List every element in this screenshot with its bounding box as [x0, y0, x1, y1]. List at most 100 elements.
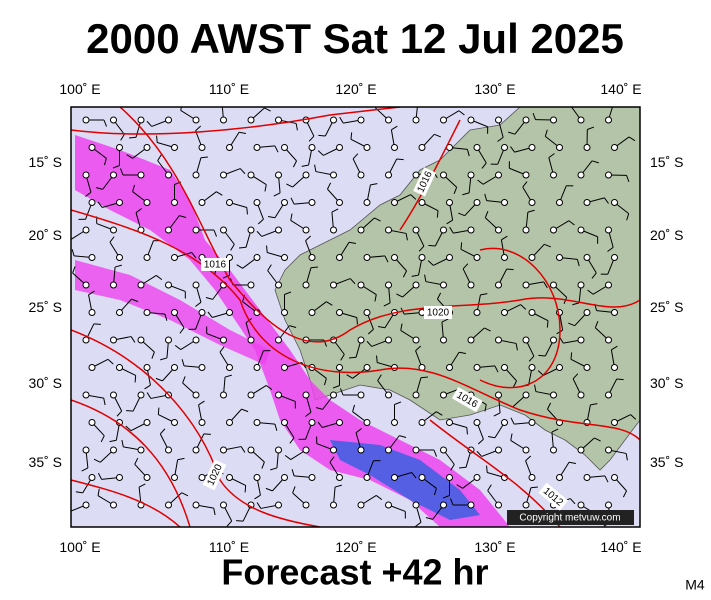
- wind-barb: [97, 472, 103, 480]
- wind-barb: [270, 467, 278, 471]
- lat-label: 35˚ S: [650, 454, 683, 470]
- map-area: Copyright metvuw.com: [71, 102, 640, 527]
- wind-barb: [467, 171, 475, 179]
- wind-barb: [82, 391, 90, 399]
- wind-barb: [339, 388, 344, 396]
- wind-barb: [226, 474, 233, 481]
- wind-barb: [171, 309, 178, 316]
- wind-barb: [363, 364, 371, 371]
- wind-barb: [295, 123, 298, 131]
- map-frame: [70, 106, 641, 528]
- wind-barb: [137, 391, 145, 399]
- wind-barb: [458, 110, 465, 116]
- wind-barb: [466, 427, 468, 435]
- wind-barb: [192, 171, 200, 179]
- wind-barb: [568, 220, 575, 226]
- wind-barb: [308, 419, 316, 426]
- lon-label: 100˚ E: [59, 81, 100, 97]
- wind-barb: [97, 488, 100, 496]
- wind-barb: [550, 446, 557, 454]
- isobar: [71, 479, 181, 527]
- wind-barb: [159, 428, 166, 435]
- wind-barb: [446, 419, 453, 426]
- wind-barb: [528, 254, 536, 261]
- wind-barb: [253, 199, 261, 206]
- wind-barb: [109, 439, 117, 443]
- wind-barb: [412, 226, 420, 234]
- wind-barb: [171, 199, 178, 206]
- wind-barb: [449, 498, 454, 506]
- lat-label: 15˚ S: [29, 154, 62, 170]
- wind-barb: [336, 364, 343, 371]
- wind-barb: [330, 116, 337, 124]
- lon-label: 140˚ E: [600, 81, 641, 97]
- wind-barb: [110, 171, 117, 179]
- wind-barb: [137, 446, 145, 454]
- wind-barb: [614, 102, 621, 103]
- wind-barb: [355, 428, 362, 434]
- wind-barb: [411, 472, 417, 479]
- lon-labels-top: 100˚ E 110˚ E 120˚ E 130˚ E 140˚ E: [59, 81, 641, 97]
- wind-barb: [385, 446, 392, 454]
- wind-barb: [100, 435, 105, 443]
- wind-barb: [556, 199, 563, 206]
- wind-barb: [198, 309, 206, 316]
- wind-barb: [107, 358, 114, 365]
- wind-barb: [336, 144, 343, 151]
- wind-barb: [391, 199, 398, 206]
- wind-barb: [425, 516, 433, 520]
- wind-barb: [71, 239, 72, 240]
- wind-barb: [396, 158, 404, 161]
- wind-barb: [220, 446, 227, 454]
- wind-barb: [466, 149, 470, 157]
- wind-barb: [357, 116, 365, 124]
- wind-barb: [264, 184, 267, 192]
- wind-barb: [130, 336, 136, 343]
- wind-barb: [410, 194, 417, 200]
- wind-barb: [611, 309, 618, 316]
- wind-barb: [467, 501, 475, 509]
- wind-barb: [611, 364, 618, 371]
- wind-barb: [400, 323, 403, 331]
- wind-barb: [556, 364, 563, 371]
- wind-barb: [391, 254, 398, 261]
- wind-barb: [391, 419, 398, 426]
- wind-barb: [301, 164, 309, 167]
- wind-barb: [510, 146, 516, 153]
- wind-barb: [253, 254, 261, 261]
- wind-barb: [192, 391, 200, 399]
- wind-barb: [412, 391, 420, 399]
- wind-barb: [528, 199, 536, 206]
- wind-barb: [583, 364, 591, 371]
- wind-barb: [144, 384, 151, 390]
- wind-barb: [213, 229, 218, 237]
- wind-barb: [239, 168, 246, 175]
- wind-barb: [314, 164, 317, 172]
- wind-barb: [495, 171, 502, 179]
- wind-barb: [110, 336, 117, 344]
- wind-barb: [198, 474, 206, 481]
- wind-barb: [453, 187, 458, 194]
- wind-barb: [143, 419, 151, 426]
- wind-barb: [267, 264, 272, 271]
- wind-barb: [308, 135, 315, 142]
- wind-barb: [302, 446, 310, 454]
- wind-barb: [308, 144, 316, 151]
- lon-label: 110˚ E: [209, 539, 249, 555]
- wind-barb: [226, 419, 233, 426]
- wind-barb: [82, 171, 90, 179]
- wind-barb: [418, 245, 425, 252]
- wind-barb: [247, 391, 255, 399]
- wind-barb: [244, 485, 247, 493]
- wind-barb: [495, 116, 502, 124]
- wind-barb: [143, 364, 151, 371]
- wind-barb: [528, 144, 536, 151]
- wind-barb: [264, 107, 271, 112]
- lat-label: 15˚ S: [650, 154, 683, 170]
- wind-barb: [501, 364, 508, 371]
- wind-barb: [583, 254, 591, 261]
- wind-barb: [473, 254, 481, 261]
- lat-label: 25˚ S: [650, 299, 683, 315]
- wind-barb: [473, 474, 481, 481]
